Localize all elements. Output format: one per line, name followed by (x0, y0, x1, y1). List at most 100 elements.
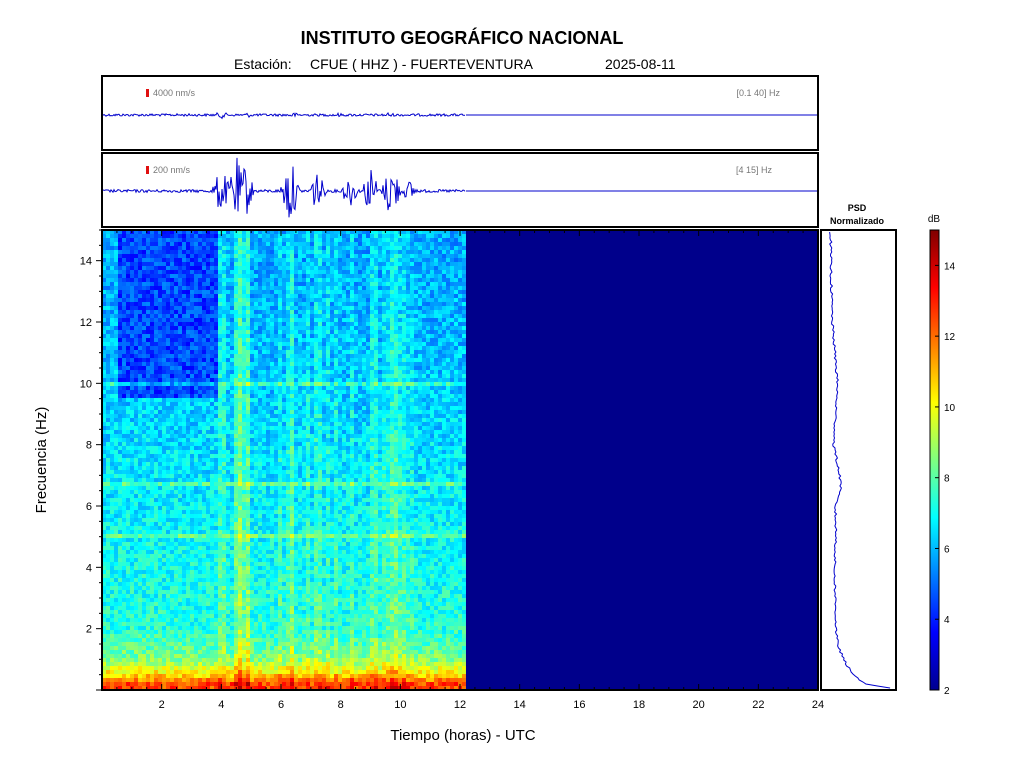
spectrogram-cell (158, 550, 162, 554)
spectrogram-cell (142, 234, 146, 238)
spectrogram-cell (218, 582, 222, 586)
spectrogram-cell (246, 458, 250, 462)
spectrogram-cell (198, 394, 202, 398)
spectrogram-cell (194, 462, 198, 466)
spectrogram-cell (238, 590, 242, 594)
spectrogram-cell (210, 418, 214, 422)
spectrogram-cell (198, 530, 202, 534)
spectrogram-cell (126, 494, 130, 498)
spectrogram-cell (218, 498, 222, 502)
spectrogram-cell (162, 238, 166, 242)
spectrogram-cell (174, 458, 178, 462)
spectrogram-cell (154, 286, 158, 290)
spectrogram-cell (198, 434, 202, 438)
spectrogram-cell (226, 318, 230, 322)
spectrogram-cell (150, 230, 154, 234)
spectrogram-cell (246, 386, 250, 390)
spectrogram-cell (266, 478, 270, 482)
spectrogram-cell (170, 370, 174, 374)
spectrogram-cell (142, 358, 146, 362)
spectrogram-cell (198, 410, 202, 414)
spectrogram-cell (114, 506, 118, 510)
spectrogram-cell (226, 422, 230, 426)
spectrogram-cell (262, 530, 266, 534)
spectrogram-cell (210, 282, 214, 286)
spectrogram-cell (122, 618, 126, 622)
spectrogram-cell (190, 494, 194, 498)
spectrogram-cell (118, 314, 122, 318)
spectrogram-cell (158, 526, 162, 530)
spectrogram-cell (122, 514, 126, 518)
spectrogram-cell (150, 454, 154, 458)
spectrogram-cell (138, 426, 142, 430)
spectrogram-cell (158, 514, 162, 518)
spectrogram-cell (254, 498, 258, 502)
spectrogram-cell (110, 518, 114, 522)
spectrogram-cell (154, 318, 158, 322)
spectrogram-cell (218, 510, 222, 514)
spectrogram-cell (210, 274, 214, 278)
spectrogram-cell (174, 514, 178, 518)
spectrogram-cell (230, 342, 234, 346)
spectrogram-cell (114, 510, 118, 514)
spectrogram-cell (254, 294, 258, 298)
spectrogram-cell (110, 546, 114, 550)
spectrogram-cell (254, 578, 258, 582)
spectrogram-cell (258, 502, 262, 506)
spectrogram-cell (238, 430, 242, 434)
spectrogram-cell (234, 478, 238, 482)
spectrogram-cell (126, 446, 130, 450)
spectrogram-cell (118, 394, 122, 398)
spectrogram-cell (202, 246, 206, 250)
spectrogram-cell (246, 622, 250, 626)
spectrogram-cell (178, 322, 182, 326)
spectrogram-cell (182, 602, 186, 606)
spectrogram-cell (218, 678, 222, 682)
spectrogram-cell (158, 246, 162, 250)
spectrogram-cell (110, 626, 114, 630)
spectrogram-cell (262, 642, 266, 646)
spectrogram-cell (238, 350, 242, 354)
spectrogram-cell (170, 502, 174, 506)
spectrogram-cell (198, 630, 202, 634)
spectrogram-cell (238, 282, 242, 286)
spectrogram-cell (234, 298, 238, 302)
spectrogram-cell (230, 630, 234, 634)
spectrogram-cell (170, 402, 174, 406)
spectrogram-cell (198, 358, 202, 362)
spectrogram-cell (266, 634, 270, 638)
spectrogram-cell (138, 550, 142, 554)
spectrogram-cell (266, 650, 270, 654)
spectrogram-cell (162, 330, 166, 334)
spectrogram-cell (254, 430, 258, 434)
spectrogram-cell (210, 306, 214, 310)
spectrogram-cell (110, 526, 114, 530)
spectrogram-cell (214, 646, 218, 650)
spectrogram-cell (210, 502, 214, 506)
spectrogram-cell (130, 654, 134, 658)
spectrogram-cell (150, 238, 154, 242)
spectrogram-cell (138, 658, 142, 662)
spectrogram-cell (146, 614, 150, 618)
spectrogram-cell (154, 414, 158, 418)
spectrogram-cell (270, 234, 274, 238)
spectrogram-cell (266, 486, 270, 490)
spectrogram-cell (254, 530, 258, 534)
spectrogram-cell (114, 638, 118, 642)
spectrogram-cell (186, 462, 190, 466)
spectrogram-cell (246, 574, 250, 578)
spectrogram-cell (266, 286, 270, 290)
spectrogram-cell (170, 638, 174, 642)
spectrogram-cell (182, 406, 186, 410)
spectrogram-cell (230, 430, 234, 434)
spectrogram-cell (102, 358, 106, 362)
spectrogram-cell (102, 434, 106, 438)
spectrogram-cell (114, 270, 118, 274)
spectrogram-cell (270, 638, 274, 642)
spectrogram-cell (154, 482, 158, 486)
spectrogram-cell (134, 390, 138, 394)
spectrogram-cell (102, 658, 106, 662)
spectrogram-cell (186, 602, 190, 606)
spectrogram-cell (170, 686, 174, 690)
spectrogram-cell (162, 650, 166, 654)
